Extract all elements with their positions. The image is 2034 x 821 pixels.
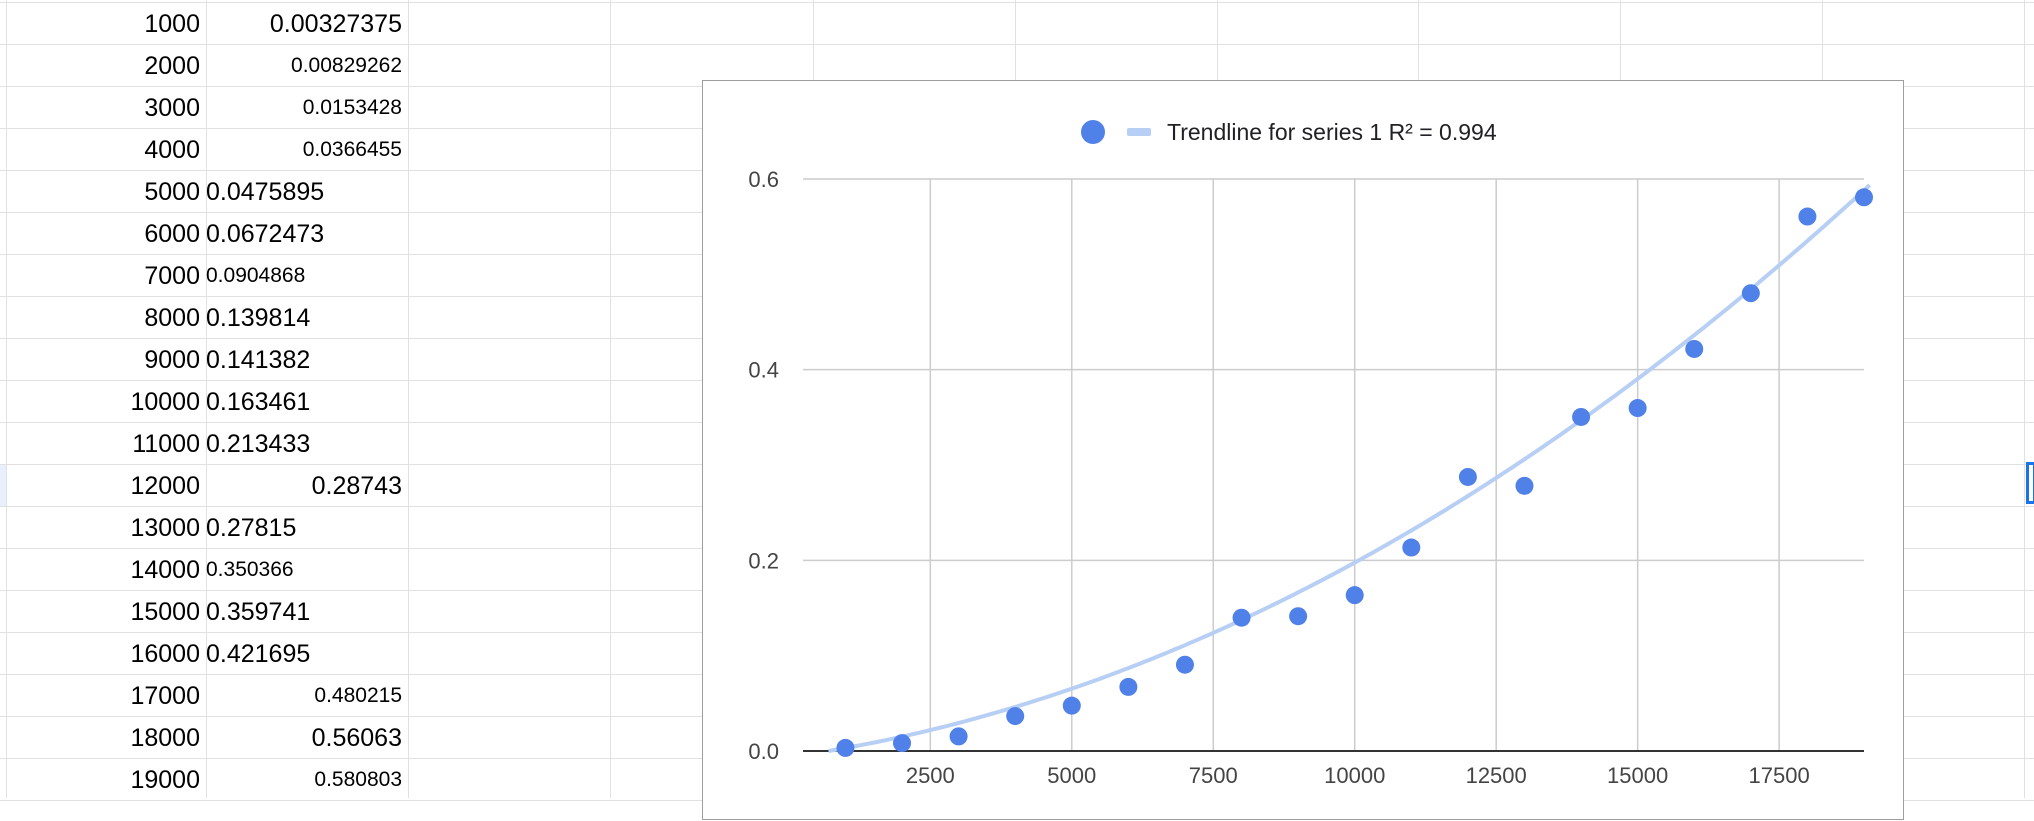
cell-a[interactable]: 18000 (130, 724, 200, 752)
data-point (1798, 207, 1817, 226)
cell-a[interactable]: 8000 (144, 304, 200, 332)
scatter-chart[interactable]: Trendline for series 1 R² = 0.994 2500 50… (702, 80, 1904, 820)
y-tick-label: 0.6 (748, 167, 779, 192)
legend-trendline-label: Trendline for series 1 R² = 0.994 (1167, 118, 1497, 145)
cell-a[interactable]: 9000 (144, 346, 200, 374)
chart-legend: Trendline for series 1 R² = 0.994 (1081, 117, 1497, 147)
data-point (893, 734, 912, 753)
cell-b[interactable]: 0.421695 (206, 640, 311, 668)
cell-b[interactable]: 0.27815 (206, 514, 297, 542)
cell-b[interactable]: 0.359741 (206, 598, 311, 626)
x-tick-label: 17500 (1749, 763, 1810, 788)
cell-b[interactable]: 0.00327375 (269, 10, 402, 38)
data-point (1232, 608, 1251, 627)
x-tick-label: 2500 (906, 763, 955, 788)
cell-b[interactable]: 0.0672473 (206, 220, 325, 248)
legend-series-marker (1081, 120, 1105, 144)
data-point (1855, 188, 1873, 207)
data-point (1741, 284, 1760, 303)
cell-b[interactable]: 0.141382 (206, 346, 311, 374)
cell-b[interactable]: 0.0153428 (302, 96, 402, 119)
row-gridline (0, 2, 2034, 3)
y-tick-label: 0.0 (748, 739, 779, 764)
cell-a[interactable]: 16000 (130, 640, 200, 668)
x-tick-label: 10000 (1324, 763, 1385, 788)
cell-b[interactable]: 0.139814 (206, 304, 311, 332)
y-tick-label: 0.2 (748, 548, 779, 573)
data-point (1345, 586, 1364, 605)
data-point (1175, 655, 1194, 674)
data-point (1006, 707, 1025, 726)
cell-b[interactable]: 0.350366 (206, 558, 294, 581)
x-tick-label: 12500 (1466, 763, 1527, 788)
x-tick-label: 5000 (1047, 763, 1096, 788)
data-point (1628, 399, 1647, 418)
cell-b[interactable]: 0.00829262 (291, 54, 402, 77)
data-point (1572, 407, 1591, 426)
chart-plot: 2500 5000 7500 10000 12500 15000 17500 0.0 0.2 0.… (748, 167, 1873, 788)
cell-a[interactable]: 15000 (130, 598, 200, 626)
cell-b[interactable]: 0.0904868 (206, 264, 306, 287)
cell-a[interactable]: 17000 (130, 682, 200, 710)
x-tick-label: 7500 (1189, 763, 1238, 788)
cell-a[interactable]: 3000 (144, 94, 200, 122)
data-point (1402, 538, 1421, 557)
cell-a[interactable]: 19000 (130, 766, 200, 794)
data-point (1458, 467, 1477, 486)
cell-b[interactable]: 0.56063 (311, 724, 402, 752)
column-gridline (2024, 0, 2025, 798)
legend-trendline-swatch (1127, 128, 1151, 136)
cell-a[interactable]: 14000 (130, 556, 200, 584)
cell-a[interactable]: 6000 (144, 220, 200, 248)
cell-b[interactable]: 0.0475895 (206, 178, 325, 206)
y-tick-label: 0.4 (748, 358, 779, 383)
cell-a[interactable]: 11000 (132, 430, 200, 458)
cell-a[interactable]: 2000 (144, 52, 200, 80)
data-point (1289, 607, 1308, 626)
data-point (1515, 476, 1534, 495)
column-gridline (6, 0, 7, 798)
data-point (1119, 677, 1138, 696)
cell-b[interactable]: 0.163461 (206, 388, 311, 416)
row-gridline (0, 44, 2034, 45)
cell-a[interactable]: 13000 (130, 514, 200, 542)
cell-a[interactable]: 12000 (130, 472, 200, 500)
cell-b[interactable]: 0.580803 (314, 768, 402, 791)
data-point (1685, 339, 1704, 358)
cell-a[interactable]: 4000 (144, 136, 200, 164)
cell-b[interactable]: 0.0366455 (302, 138, 402, 161)
column-gridline (610, 0, 611, 798)
data-point (836, 738, 855, 757)
data-point (949, 727, 968, 746)
trendline (828, 183, 1872, 753)
cell-b[interactable]: 0.28743 (311, 472, 402, 500)
cell-a[interactable]: 10000 (130, 388, 200, 416)
x-tick-label: 15000 (1607, 763, 1668, 788)
cell-a[interactable]: 5000 (144, 178, 200, 206)
selected-cell-edge[interactable] (2026, 462, 2034, 504)
cell-a[interactable]: 1000 (144, 10, 200, 38)
column-gridline (206, 0, 207, 798)
cell-a[interactable]: 7000 (144, 262, 200, 290)
cell-b[interactable]: 0.480215 (314, 684, 402, 707)
data-point (1062, 696, 1081, 715)
cell-b[interactable]: 0.213433 (206, 430, 311, 458)
column-gridline (408, 0, 409, 798)
row-highlight (0, 464, 6, 506)
